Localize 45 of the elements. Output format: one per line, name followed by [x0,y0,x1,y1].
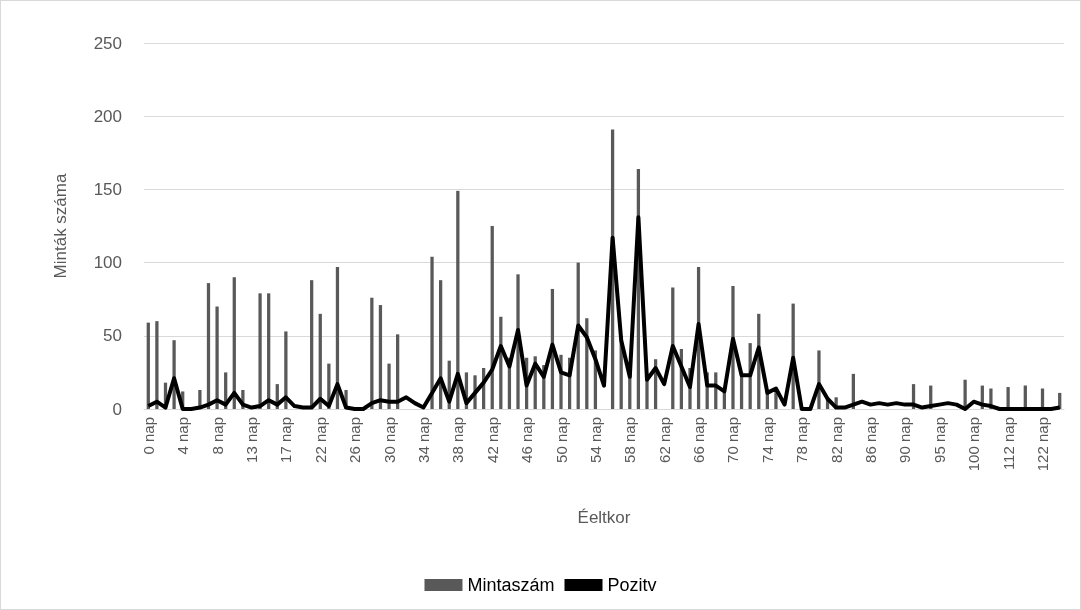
x-tick-label: 70 nap [724,417,742,463]
x-tick-label: 17 nap [277,417,295,463]
x-tick-label: 46 nap [518,417,536,463]
x-tick-label: 78 nap [793,417,811,463]
x-tick-label: 100 nap [965,417,983,472]
x-tick-label: 42 nap [483,417,501,463]
x-tick-label: 90 nap [896,417,914,463]
bar [430,256,434,409]
x-tick-label: 62 nap [655,417,673,463]
x-tick-label: 122 nap [1034,417,1051,472]
bar [258,293,262,409]
x-tick-label: 54 nap [586,417,604,463]
y-tick-label: 50 [103,326,122,346]
line-series [146,215,1062,411]
y-tick-label: 250 [93,33,122,53]
x-tick-label: 58 nap [621,417,639,463]
x-tick-label: 38 nap [449,417,467,463]
x-tick-label: 86 nap [862,417,880,463]
bar [387,363,391,409]
x-tick-label: 0 nap [139,417,157,455]
y-tick-label: 200 [93,106,122,126]
x-tick-label: 50 nap [552,417,570,463]
x-tick-label: 82 nap [827,417,845,463]
y-tick-label: 0 [112,399,122,419]
x-tick-label: 4 nap [174,417,192,455]
y-axis-title: Minták száma [51,173,70,279]
y-tick-label: 150 [93,179,122,199]
x-tick-label: 8 nap [208,417,226,455]
x-tick-label: 34 nap [414,417,432,463]
bar [284,331,288,409]
x-tick-label: 22 nap [311,417,329,463]
x-tick-label: 26 nap [346,417,364,463]
legend-label: Mintaszám [467,575,555,595]
bar [155,321,159,409]
bar [1006,387,1010,409]
x-tick-label: 112 nap [999,417,1017,471]
x-axis-title: Éeltkor [577,508,631,527]
x-tick-label: 13 nap [242,417,260,463]
legend-label: Pozitv [607,575,657,595]
bar [215,306,219,409]
x-tick-label: 30 nap [380,417,398,463]
x-tick-label: 95 nap [930,417,948,463]
x-tick-label: 66 nap [690,417,708,463]
x-tick-label: 74 nap [758,417,776,463]
y-tick-label: 100 [93,253,122,273]
